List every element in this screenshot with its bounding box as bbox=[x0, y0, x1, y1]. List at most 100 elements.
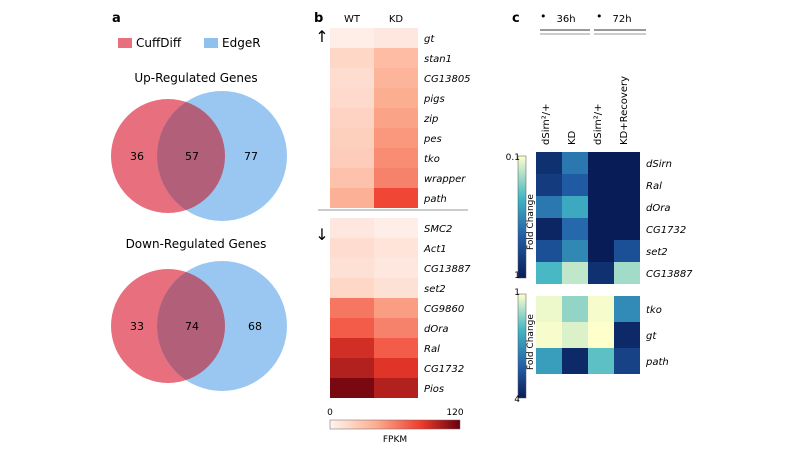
heatmap-c-top-cell bbox=[536, 262, 562, 284]
heatmap-b-down-cell bbox=[330, 358, 374, 378]
venn-up-left-count: 36 bbox=[130, 150, 144, 163]
fold-change-top-min: 0.1 bbox=[506, 153, 520, 163]
legend-label-cuffdiff: CuffDiff bbox=[136, 36, 182, 50]
heatmap-b-up-cell bbox=[374, 88, 418, 108]
venn-down-title: Down-Regulated Genes bbox=[126, 237, 267, 251]
bullet-72h-icon: • bbox=[596, 10, 603, 23]
down-arrow-icon: ↓ bbox=[315, 225, 328, 244]
heatmap-b-up-cell bbox=[330, 68, 374, 88]
heatmap-c-bottom-cell bbox=[536, 322, 562, 348]
heatmap-b-down-gene-label: SMC2 bbox=[424, 224, 452, 235]
venn-up-right-count: 77 bbox=[244, 150, 258, 163]
heatmap-c-col-3: dSirn²/+ bbox=[593, 103, 604, 145]
heatmap-b-up-gene-label: tko bbox=[424, 154, 440, 165]
heatmap-b-up: gt stan1 CG13805 pigs zip pes tko wrapper path bbox=[330, 28, 471, 208]
heatmap-c-bottom-cell bbox=[614, 296, 640, 322]
heatmap-c-bottom-cell bbox=[588, 322, 614, 348]
time-label-72h: 72h bbox=[612, 14, 631, 25]
heatmap-c-top-cell bbox=[588, 174, 614, 196]
time-label-36h: 36h bbox=[556, 14, 575, 25]
heatmap-c-top-cell bbox=[614, 240, 640, 262]
heatmap-b-down-cell bbox=[374, 338, 418, 358]
heatmap-c-top-cell bbox=[562, 240, 588, 262]
heatmap-b-down-cell bbox=[374, 238, 418, 258]
heatmap-b-up-cell bbox=[330, 128, 374, 148]
heatmap-b-up-cell bbox=[330, 88, 374, 108]
heatmap-c-top-gene-label: CG13887 bbox=[646, 269, 693, 280]
heatmap-b-down-cell bbox=[330, 318, 374, 338]
fpkm-scale-min: 0 bbox=[327, 408, 333, 418]
heatmap-b-up-gene-label: zip bbox=[423, 114, 438, 125]
heatmap-b-up-cell bbox=[374, 68, 418, 88]
heatmap-c-top-cell bbox=[562, 262, 588, 284]
fold-change-scale-top bbox=[517, 155, 527, 279]
heatmap-b-down-cell bbox=[330, 218, 374, 238]
heatmap-c-bottom-cell bbox=[588, 296, 614, 322]
heatmap-b-col-kd: KD bbox=[389, 14, 404, 25]
heatmap-b-down-cell bbox=[374, 318, 418, 338]
bullet-36h-icon: • bbox=[540, 10, 547, 23]
fpkm-color-scale bbox=[329, 419, 461, 430]
heatmap-b-down: SMC2 Act1 CG13887 set2 CG9860 dOra Ral CG1732 Pi… bbox=[330, 218, 471, 398]
heatmap-b-up-cell bbox=[374, 148, 418, 168]
heatmap-c-top-cell bbox=[588, 196, 614, 218]
heatmap-b-down-gene-label: CG1732 bbox=[424, 364, 464, 375]
heatmap-c-top: dSirn Ral dOra CG1732 set2 CG13887 bbox=[536, 152, 693, 284]
heatmap-b-up-cell bbox=[330, 188, 374, 208]
heatmap-c-col-2: KD bbox=[567, 130, 578, 145]
heatmap-c-bottom-gene-label: gt bbox=[646, 331, 657, 342]
panel-label-b: b bbox=[314, 11, 323, 26]
heatmap-b-up-gene-label: wrapper bbox=[424, 174, 466, 185]
heatmap-b-up-cell bbox=[330, 108, 374, 128]
heatmap-b-up-cell bbox=[374, 48, 418, 68]
heatmap-c-bottom-cell bbox=[536, 296, 562, 322]
venn-down: 33 74 68 bbox=[111, 261, 287, 391]
heatmap-c-top-cell bbox=[562, 174, 588, 196]
heatmap-b-down-gene-label: Pios bbox=[424, 384, 444, 395]
heatmap-b-down-cell bbox=[374, 218, 418, 238]
heatmap-c-top-cell bbox=[536, 152, 562, 174]
legend-swatch-cuffdiff bbox=[118, 38, 132, 48]
venn-down-right-count: 68 bbox=[248, 320, 262, 333]
heatmap-c-top-cell bbox=[588, 218, 614, 240]
heatmap-c-col-4: KD+Recovery bbox=[619, 76, 630, 145]
heatmap-b-up-cell bbox=[374, 108, 418, 128]
heatmap-b-down-cell bbox=[374, 378, 418, 398]
heatmap-b-up-cell bbox=[374, 188, 418, 208]
heatmap-b-down-cell bbox=[374, 358, 418, 378]
venn-legend: CuffDiff EdgeR bbox=[118, 36, 261, 50]
fold-change-bottom-min: 1 bbox=[514, 288, 520, 298]
heatmap-c-top-gene-label: dSirn bbox=[646, 159, 672, 170]
heatmap-b-down-cell bbox=[330, 278, 374, 298]
fold-change-scale-bottom bbox=[517, 293, 527, 399]
heatmap-c-top-cell bbox=[562, 152, 588, 174]
venn-up: 36 57 77 bbox=[111, 91, 287, 221]
venn-down-overlap bbox=[157, 269, 225, 383]
heatmap-b-down-cell bbox=[374, 278, 418, 298]
heatmap-c-top-cell bbox=[614, 196, 640, 218]
heatmap-c-top-cell bbox=[562, 218, 588, 240]
heatmap-b-up-cell bbox=[330, 168, 374, 188]
heatmap-c-top-cell bbox=[562, 196, 588, 218]
venn-up-overlap bbox=[157, 99, 225, 213]
legend-swatch-edger bbox=[204, 38, 218, 48]
heatmap-b-down-gene-label: Ral bbox=[424, 344, 440, 355]
heatmap-c-top-cell bbox=[614, 218, 640, 240]
fold-change-top-max: 1 bbox=[514, 271, 520, 281]
heatmap-b-up-gene-label: path bbox=[423, 194, 447, 205]
heatmap-c-top-cell bbox=[536, 174, 562, 196]
heatmap-c-bottom-cell bbox=[562, 322, 588, 348]
heatmap-b-down-cell bbox=[330, 238, 374, 258]
heatmap-b-up-cell bbox=[330, 28, 374, 48]
panel-label-a: a bbox=[112, 11, 121, 26]
heatmap-b-down-gene-label: CG13887 bbox=[424, 264, 471, 275]
heatmap-b-down-cell bbox=[330, 378, 374, 398]
fold-change-bottom-max: 4 bbox=[514, 395, 520, 405]
heatmap-c-top-cell bbox=[588, 152, 614, 174]
legend-label-edger: EdgeR bbox=[222, 36, 261, 50]
heatmap-c-bottom-cell bbox=[588, 348, 614, 374]
heatmap-c-top-cell bbox=[536, 240, 562, 262]
venn-up-overlap-count: 57 bbox=[185, 150, 199, 163]
heatmap-c-top-gene-label: dOra bbox=[646, 203, 670, 214]
fold-change-bottom-label: Fold Change bbox=[526, 314, 536, 370]
